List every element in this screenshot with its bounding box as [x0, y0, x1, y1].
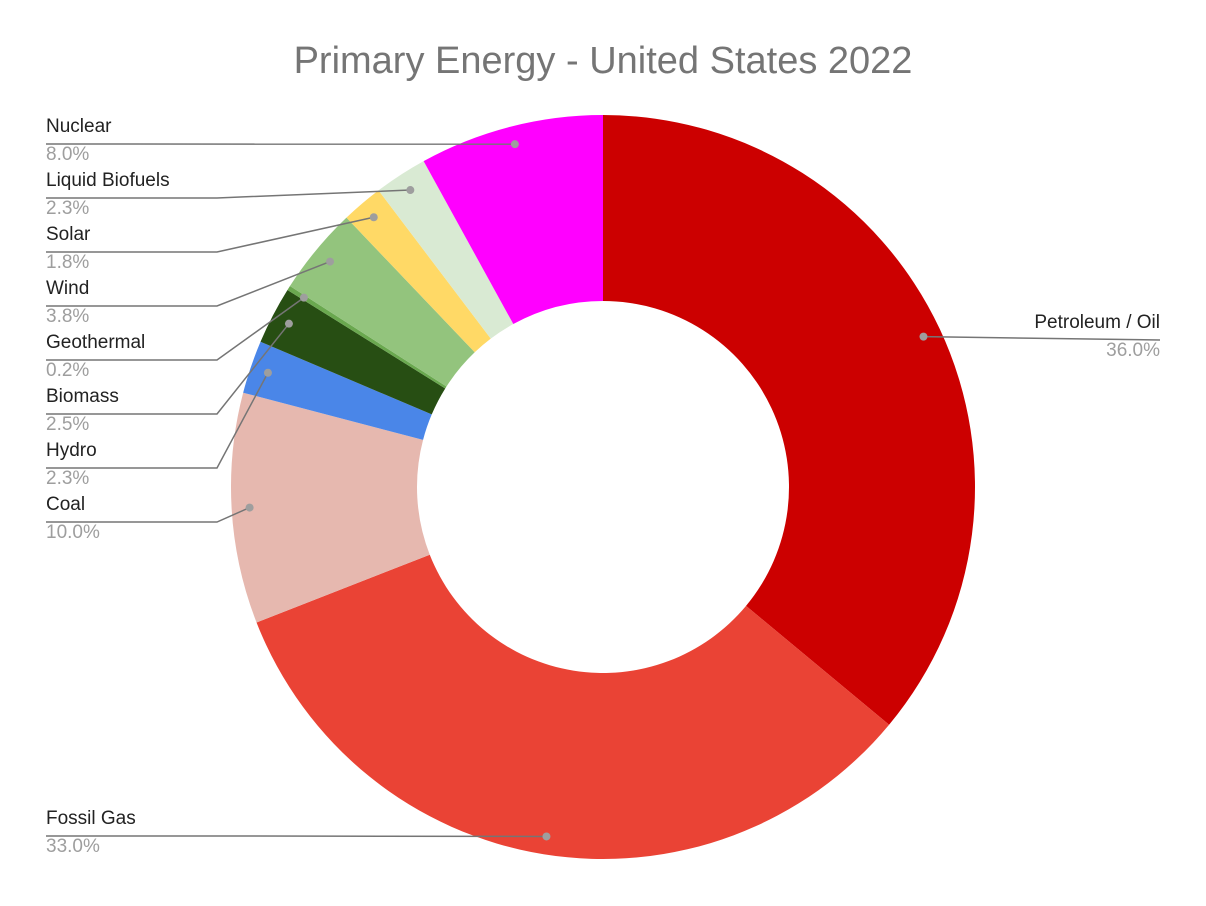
data-label: Hydro 2.3%: [46, 440, 97, 490]
data-label: Liquid Biofuels 2.3%: [46, 170, 170, 220]
data-label-name: Nuclear: [46, 116, 112, 137]
leader-line: [46, 260, 331, 307]
leader-line: [46, 189, 411, 199]
data-label-value: 2.5%: [46, 414, 90, 435]
leader-line: [46, 323, 290, 415]
slice-petroleum-oil: [603, 115, 975, 725]
chart-title: Primary Energy - United States 2022: [293, 40, 913, 82]
leader-dot: [263, 368, 272, 377]
data-label-name: Liquid Biofuels: [46, 170, 170, 191]
data-label-name: Hydro: [46, 440, 97, 461]
data-label-name: Fossil Gas: [46, 808, 136, 829]
data-label-value: 0.2%: [46, 360, 90, 381]
leader-line: [46, 297, 305, 361]
leader-dot: [299, 293, 308, 302]
data-label: Geothermal 0.2%: [46, 332, 145, 382]
data-label: Wind 3.8%: [46, 278, 89, 328]
data-label-value: 3.8%: [46, 306, 90, 327]
leader-line: [46, 372, 269, 469]
leader-dot: [510, 140, 519, 149]
slice-coal: [230, 392, 430, 623]
data-label-name: Geothermal: [46, 332, 146, 353]
data-label-value: 33.0%: [46, 836, 100, 857]
data-label-name: Biomass: [46, 386, 119, 407]
slice-nuclear: [423, 115, 603, 325]
leader-dot: [245, 503, 254, 512]
data-label: Fossil Gas 33.0%: [46, 808, 136, 858]
data-label: Nuclear 8.0%: [46, 116, 111, 166]
data-label-name: Coal: [46, 494, 86, 515]
data-label-name: Solar: [46, 224, 91, 245]
slice-solar: [346, 190, 491, 353]
data-label-name: Wind: [46, 278, 90, 299]
slice-wind: [289, 217, 475, 387]
data-label: Coal 10.0%: [46, 494, 100, 544]
slice-geothermal: [287, 286, 447, 389]
leader-dot: [542, 832, 551, 841]
leader-dot: [326, 257, 335, 266]
slice-liquid-biofuels: [378, 161, 514, 339]
leader-dot: [919, 332, 928, 341]
data-label: Petroleum / Oil 36.0%: [1034, 312, 1160, 362]
data-label-value: 2.3%: [46, 198, 90, 219]
data-label-value: 10.0%: [46, 522, 100, 543]
data-label: Biomass 2.5%: [46, 386, 119, 436]
leader-dot: [284, 319, 293, 328]
slice-hydro: [243, 341, 432, 440]
leader-line: [46, 216, 374, 253]
leader-line: [46, 506, 250, 523]
data-label: Solar 1.8%: [46, 224, 90, 274]
leader-dot: [406, 186, 415, 195]
leader-line: [923, 335, 1161, 341]
data-label-value: 1.8%: [46, 252, 90, 273]
data-label-value: 36.0%: [1106, 340, 1160, 361]
slice-biomass: [260, 289, 446, 415]
leader-dot: [369, 213, 378, 222]
slice-fossil-gas: [256, 554, 890, 860]
data-label-value: 8.0%: [46, 144, 90, 165]
data-label-value: 2.3%: [46, 468, 90, 489]
data-label-name: Petroleum / Oil: [1034, 312, 1160, 333]
